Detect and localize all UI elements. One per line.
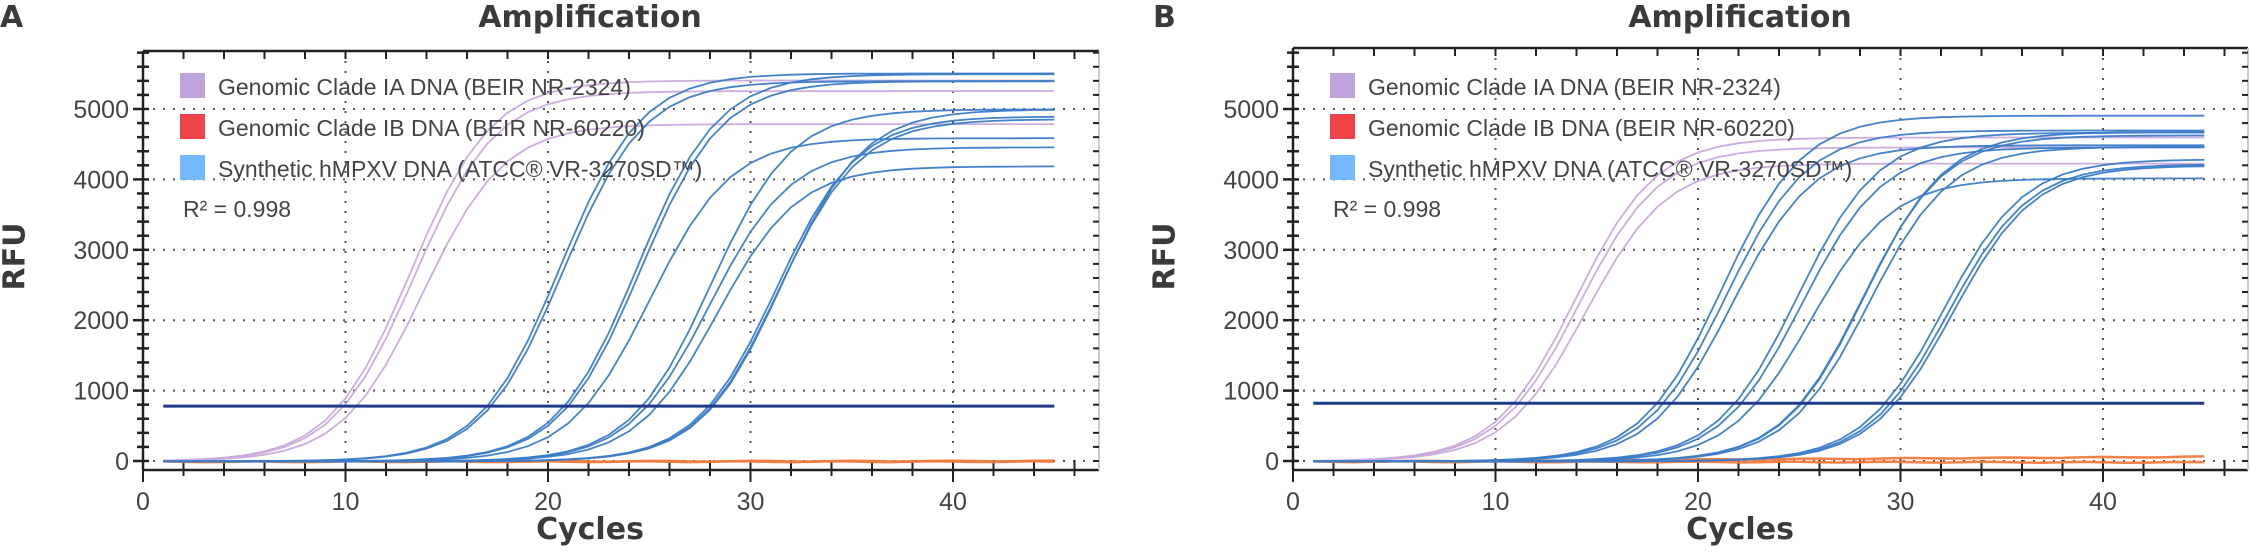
- y-tick-label: 1000: [1223, 378, 1279, 406]
- legend-swatch: [1330, 114, 1355, 139]
- y-tick-label: 4000: [1223, 166, 1279, 194]
- x-tick-label: 40: [2089, 488, 2117, 516]
- y-tick-label: 4000: [73, 166, 129, 194]
- amplification-curve: [1313, 163, 2205, 463]
- y-tick-label: 0: [115, 448, 129, 476]
- panel-letter-b: B: [1153, 0, 1176, 35]
- amplification-curve: [163, 123, 1055, 462]
- legend-swatch: [180, 73, 205, 98]
- x-tick-label: 10: [1482, 488, 1510, 516]
- amplification-curve: [1313, 146, 2205, 462]
- amplification-curve: [1313, 136, 2205, 462]
- x-axis-label-b: Cycles: [1686, 512, 1794, 547]
- y-tick-label: 5000: [1223, 96, 1279, 124]
- x-tick-label: 20: [1684, 488, 1712, 516]
- legend-swatch: [1330, 73, 1355, 98]
- plot-area-a: 0 1000 2000 3000 4000 5000 0 10 20 30 40 Genomic Cl…: [73, 49, 1100, 516]
- x-tick-label: 30: [737, 488, 765, 516]
- legend-label: Genomic Clade IB DNA (BEIR NR-60220): [1368, 115, 1795, 141]
- x-tick-label: 30: [1887, 488, 1915, 516]
- legend-swatch: [180, 155, 205, 180]
- x-tick-label: 0: [1286, 488, 1300, 516]
- chart-title-a: Amplification: [478, 0, 702, 35]
- amplification-curve: [163, 108, 1055, 463]
- y-tick-label: 3000: [1223, 237, 1279, 265]
- x-axis-label-a: Cycles: [536, 512, 644, 547]
- amplification-curve: [1313, 145, 2205, 463]
- amplification-curve: [1313, 158, 2205, 463]
- chart-title-b: Amplification: [1628, 0, 1852, 35]
- legend-swatch: [1330, 155, 1355, 180]
- x-tick-label: 10: [332, 488, 360, 516]
- amplification-curve: [1313, 146, 2205, 463]
- amplification-curve: [1313, 144, 2205, 463]
- y-tick-label: 1000: [73, 378, 129, 406]
- amplification-curve: [1313, 134, 2205, 463]
- amplification-curve: [1313, 165, 2205, 463]
- x-tick-label: 40: [939, 488, 967, 516]
- y-tick-label: 0: [1265, 448, 1279, 476]
- legend-label: Genomic Clade IB DNA (BEIR NR-60220): [218, 115, 645, 141]
- x-tick-label: 0: [136, 488, 150, 516]
- legend-label: Synthetic hMPXV DNA (ATCC® VR-3270SD™): [1368, 156, 1852, 182]
- panel-letter-a: A: [0, 0, 24, 35]
- r-squared-annotation: R² = 0.998: [183, 196, 291, 222]
- panel-a: A Amplification RFU Cycles 0 1000 2000 3000…: [0, 0, 1100, 547]
- r-squared-annotation: R² = 0.998: [1333, 196, 1441, 222]
- amplification-curve: [1313, 177, 2205, 463]
- x-tick-label: 20: [534, 488, 562, 516]
- y-tick-label: 2000: [73, 307, 129, 335]
- legend-swatch: [180, 114, 205, 139]
- amplification-curve: [163, 90, 1055, 462]
- legend-label: Genomic Clade IA DNA (BEIR NR-2324): [1368, 74, 1781, 100]
- amplification-curve: [1313, 162, 2205, 462]
- y-tick-label: 5000: [73, 96, 129, 124]
- y-tick-label: 3000: [73, 237, 129, 265]
- legend-label: Synthetic hMPXV DNA (ATCC® VR-3270SD™): [218, 156, 702, 182]
- legend-label: Genomic Clade IA DNA (BEIR NR-2324): [218, 74, 631, 100]
- y-tick-label: 2000: [1223, 307, 1279, 335]
